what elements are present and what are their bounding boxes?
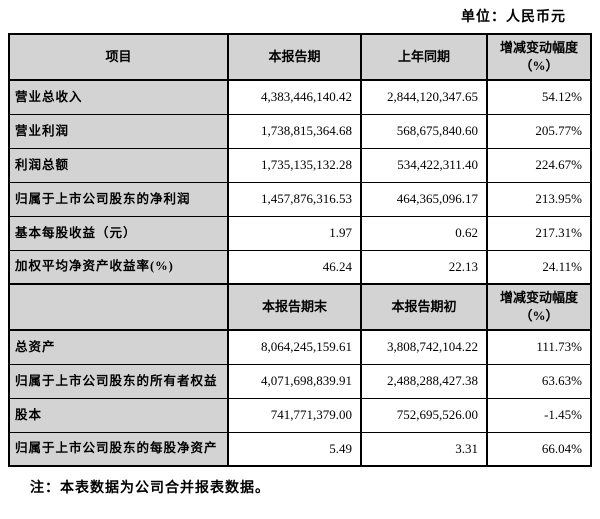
table-row: 营业总收入 4,383,446,140.42 2,844,120,347.65 … [8, 79, 592, 115]
current-value: 1,738,815,364.68 [227, 113, 362, 149]
row-label: 利润总额 [8, 147, 229, 183]
column-header-change-pct: 增减变动幅度（%） [486, 33, 592, 81]
table-row: 营业利润 1,738,815,364.68 568,675,840.60 205… [8, 113, 592, 149]
row-label: 股本 [8, 397, 229, 433]
prior-value: 534,422,311.40 [360, 147, 488, 183]
change-value: 111.73% [486, 329, 592, 365]
column-header-current-period: 本报告期 [227, 33, 362, 81]
table-row: 加权平均净资产收益率(%) 46.24 22.13 24.11% [8, 249, 592, 285]
current-value: 741,771,379.00 [227, 397, 362, 433]
row-label: 营业利润 [8, 113, 229, 149]
row-label: 营业总收入 [8, 79, 229, 115]
row-label: 归属于上市公司股东的所有者权益 [8, 363, 229, 399]
unit-label: 单位：人民币元 [461, 10, 566, 25]
change-value: 66.04% [486, 431, 592, 467]
current-value: 8,064,245,159.61 [227, 329, 362, 365]
current-value: 4,071,698,839.91 [227, 363, 362, 399]
row-label: 基本每股收益（元） [8, 215, 229, 251]
prior-value: 22.13 [360, 249, 488, 285]
change-value: -1.45% [486, 397, 592, 433]
prior-value: 3,808,742,104.22 [360, 329, 488, 365]
table-row: 归属于上市公司股东的每股净资产 5.49 3.31 66.04% [8, 431, 592, 467]
change-value: 224.67% [486, 147, 592, 183]
table-footnote: 注：本表数据为公司合并报表数据。 [30, 481, 270, 496]
table-row: 归属于上市公司股东的所有者权益 4,071,698,839.91 2,488,2… [8, 363, 592, 399]
current-value: 1.97 [227, 215, 362, 251]
change-value: 63.63% [486, 363, 592, 399]
row-label: 归属于上市公司股东的净利润 [8, 181, 229, 217]
row-label: 归属于上市公司股东的每股净资产 [8, 431, 229, 467]
prior-value: 464,365,096.17 [360, 181, 488, 217]
current-value: 46.24 [227, 249, 362, 285]
row-label: 总资产 [8, 329, 229, 365]
change-value: 24.11% [486, 249, 592, 285]
financial-summary-table: 项目 本报告期 上年同期 增减变动幅度（%） 营业总收入 4,383,446,1… [8, 33, 592, 467]
column-header-period-end: 本报告期末 [227, 283, 362, 331]
prior-value: 568,675,840.60 [360, 113, 488, 149]
row-label: 加权平均净资产收益率(%) [8, 249, 229, 285]
column-header-blank [8, 283, 229, 331]
column-header-change-pct: 增减变动幅度（%） [486, 283, 592, 331]
section1-header-row: 项目 本报告期 上年同期 增减变动幅度（%） [8, 33, 592, 81]
table-row: 基本每股收益（元） 1.97 0.62 217.31% [8, 215, 592, 251]
section2-header-row: 本报告期末 本报告期初 增减变动幅度（%） [8, 283, 592, 331]
change-value: 205.77% [486, 113, 592, 149]
table-row: 股本 741,771,379.00 752,695,526.00 -1.45% [8, 397, 592, 433]
current-value: 5.49 [227, 431, 362, 467]
prior-value: 3.31 [360, 431, 488, 467]
change-value: 213.95% [486, 181, 592, 217]
table-row: 利润总额 1,735,135,132.28 534,422,311.40 224… [8, 147, 592, 183]
column-header-item: 项目 [8, 33, 229, 81]
table-row: 归属于上市公司股东的净利润 1,457,876,316.53 464,365,0… [8, 181, 592, 217]
prior-value: 752,695,526.00 [360, 397, 488, 433]
prior-value: 0.62 [360, 215, 488, 251]
current-value: 1,735,135,132.28 [227, 147, 362, 183]
column-header-prior-period: 上年同期 [360, 33, 488, 81]
column-header-period-start: 本报告期初 [360, 283, 488, 331]
change-value: 217.31% [486, 215, 592, 251]
table-row: 总资产 8,064,245,159.61 3,808,742,104.22 11… [8, 329, 592, 365]
current-value: 1,457,876,316.53 [227, 181, 362, 217]
prior-value: 2,488,288,427.38 [360, 363, 488, 399]
current-value: 4,383,446,140.42 [227, 79, 362, 115]
prior-value: 2,844,120,347.65 [360, 79, 488, 115]
change-value: 54.12% [486, 79, 592, 115]
